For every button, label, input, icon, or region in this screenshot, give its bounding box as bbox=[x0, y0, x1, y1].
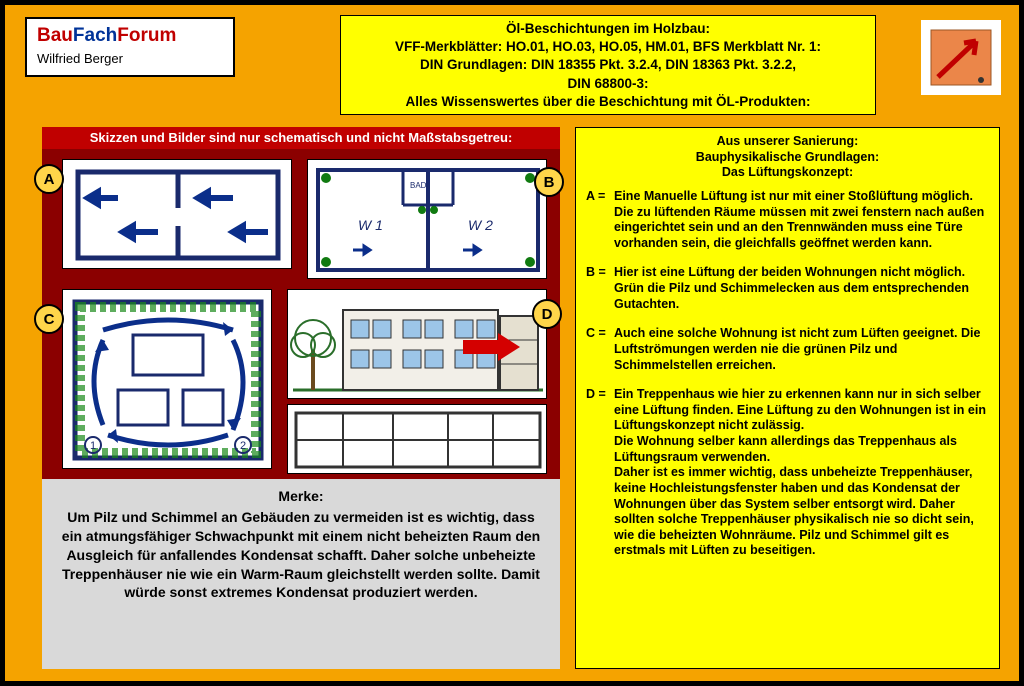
page: BauFachForum Wilfried Berger Öl-Beschich… bbox=[0, 0, 1024, 686]
sketch-b: BAD W 1 W 2 bbox=[307, 159, 547, 279]
sketch-area: BAD W 1 W 2 bbox=[42, 149, 560, 479]
item-c-key: C = bbox=[586, 326, 614, 373]
header-line5: Alles Wissenswertes über die Beschichtun… bbox=[347, 93, 869, 111]
right-h3: Das Lüftungskonzept: bbox=[586, 165, 989, 181]
item-b: B = Hier ist eine Lüftung der beiden Woh… bbox=[586, 265, 989, 312]
item-d-txt: Ein Treppenhaus wie hier zu erkennen kan… bbox=[614, 387, 989, 559]
item-d-key: D = bbox=[586, 387, 614, 559]
sketch-d2 bbox=[287, 404, 547, 474]
badge-a: A bbox=[34, 164, 64, 194]
header-line4: DIN 68800-3: bbox=[347, 75, 869, 93]
item-d: D = Ein Treppenhaus wie hier zu erkennen… bbox=[586, 387, 989, 559]
arrow-up-icon bbox=[926, 25, 996, 90]
item-c-txt: Auch eine solche Wohnung ist nicht zum L… bbox=[614, 326, 989, 373]
merke-body: Um Pilz und Schimmel an Gebäuden zu verm… bbox=[60, 508, 542, 602]
right-panel: Aus unserer Sanierung: Bauphysikalische … bbox=[575, 127, 1000, 669]
floorplan-b-icon: BAD W 1 W 2 bbox=[308, 160, 548, 280]
badge-d: D bbox=[532, 299, 562, 329]
logo-fach: Fach bbox=[73, 25, 117, 46]
item-c: C = Auch eine solche Wohnung ist nicht z… bbox=[586, 326, 989, 373]
floorplan-c-icon: 1 2 bbox=[63, 290, 273, 470]
sketch-d bbox=[287, 289, 547, 399]
header-box: Öl-Beschichtungen im Holzbau: VFF-Merkbl… bbox=[340, 15, 876, 115]
label-w1: W 1 bbox=[358, 217, 383, 233]
arrow-icon-box bbox=[921, 20, 1001, 95]
merke-box: Merke: Um Pilz und Schimmel an Gebäuden … bbox=[42, 479, 560, 669]
item-a-txt: Eine Manuelle Lüftung ist nur mit einer … bbox=[614, 189, 989, 252]
logo-subtitle: Wilfried Berger bbox=[37, 51, 223, 66]
badge-b: B bbox=[534, 167, 564, 197]
floorplan-d2-icon bbox=[288, 405, 548, 475]
label-bad: BAD bbox=[410, 181, 427, 190]
sketch-banner: Skizzen und Bilder sind nur schematisch … bbox=[42, 127, 560, 149]
header-line3: DIN Grundlagen: DIN 18355 Pkt. 3.2.4, DI… bbox=[347, 56, 869, 74]
label-w2: W 2 bbox=[468, 217, 493, 233]
item-b-key: B = bbox=[586, 265, 614, 312]
item-b-txt: Hier ist eine Lüftung der beiden Wohnung… bbox=[614, 265, 989, 312]
sketch-a bbox=[62, 159, 292, 269]
logo-box: BauFachForum Wilfried Berger bbox=[25, 17, 235, 77]
logo-bau: Bau bbox=[37, 25, 73, 46]
sketch-c: 1 2 bbox=[62, 289, 272, 469]
logo-forum: Forum bbox=[117, 25, 176, 46]
right-h1: Aus unserer Sanierung: bbox=[586, 134, 989, 150]
svg-text:1: 1 bbox=[90, 440, 96, 452]
merke-title: Merke: bbox=[60, 487, 542, 506]
svg-text:2: 2 bbox=[240, 440, 246, 452]
logo-title: BauFachForum bbox=[37, 25, 223, 47]
item-a-key: A = bbox=[586, 189, 614, 252]
elevation-d-icon bbox=[288, 290, 548, 400]
right-h2: Bauphysikalische Grundlagen: bbox=[586, 150, 989, 166]
header-line1: Öl-Beschichtungen im Holzbau: bbox=[347, 20, 869, 38]
header-line2: VFF-Merkblätter: HO.01, HO.03, HO.05, HM… bbox=[347, 38, 869, 56]
item-a: A = Eine Manuelle Lüftung ist nur mit ei… bbox=[586, 189, 989, 252]
badge-c: C bbox=[34, 304, 64, 334]
floorplan-a-icon bbox=[63, 160, 293, 270]
